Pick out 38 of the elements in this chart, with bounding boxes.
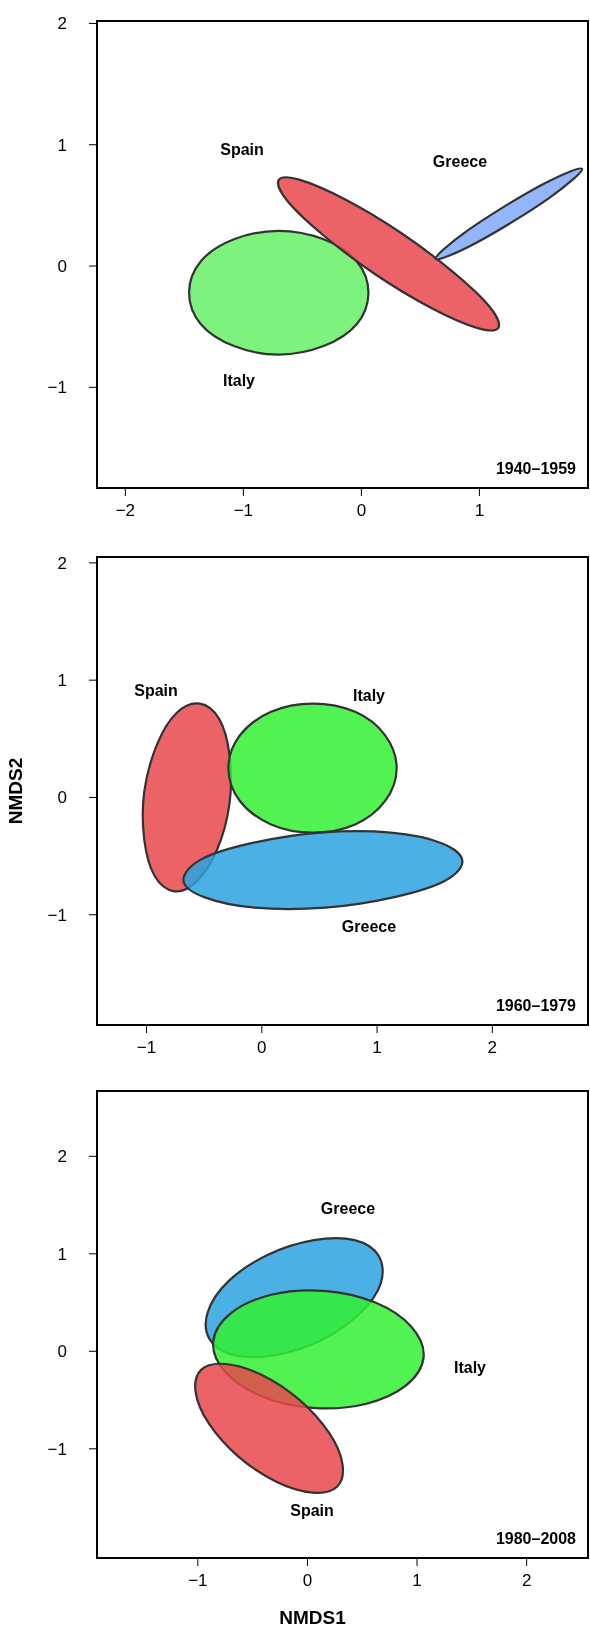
x-axis-title: NMDS1 bbox=[279, 1607, 347, 1628]
y-tick-label: 1 bbox=[57, 1244, 67, 1264]
y-tick-label: 2 bbox=[57, 14, 67, 34]
y-tick-label: 0 bbox=[57, 256, 67, 276]
x-tick-label: −2 bbox=[115, 501, 136, 520]
series-label: Italy bbox=[453, 1358, 487, 1376]
annotation: 1960–1979 bbox=[495, 997, 577, 1014]
x-tick-label: 2 bbox=[487, 1038, 498, 1057]
text: Greece bbox=[432, 152, 488, 170]
y-tick-label: −1 bbox=[47, 905, 67, 925]
series-label: Italy bbox=[352, 686, 386, 704]
series-label: Greece bbox=[320, 1199, 376, 1217]
y-tick-label: −1 bbox=[47, 1439, 67, 1459]
y-tick-label: 2 bbox=[57, 553, 67, 573]
series-label: Spain bbox=[290, 1501, 334, 1519]
x-tick-label: 1 bbox=[412, 1571, 422, 1590]
x-tick-label: −1 bbox=[188, 1571, 208, 1590]
y-tick-label: −1 bbox=[47, 378, 67, 398]
x-tick-label: 0 bbox=[356, 501, 367, 520]
y-tick-label: 1 bbox=[57, 135, 67, 155]
y-tick-label: 0 bbox=[57, 1342, 67, 1362]
series-label: Spain bbox=[134, 681, 178, 699]
y-tick-label: 2 bbox=[57, 1147, 67, 1167]
y-tick-label: 0 bbox=[57, 788, 67, 808]
annotation: 1980–2008 bbox=[495, 1530, 577, 1547]
y-tick-label: 1 bbox=[57, 671, 67, 691]
x-tick-label: 2 bbox=[521, 1571, 532, 1590]
x-tick-label: 0 bbox=[302, 1571, 313, 1590]
x-tick-label: −1 bbox=[233, 501, 254, 520]
y-axis-title: NMDS2 bbox=[5, 757, 26, 825]
annotation: 1940–1959 bbox=[495, 460, 577, 477]
series-label: Greece bbox=[341, 917, 397, 935]
x-tick-label: 1 bbox=[372, 1038, 382, 1057]
series-label: Italy bbox=[222, 371, 256, 389]
x-tick-label: 1 bbox=[474, 501, 485, 520]
series-label: Spain bbox=[220, 140, 264, 158]
x-tick-label: −1 bbox=[136, 1038, 157, 1057]
x-tick-label: 0 bbox=[257, 1038, 267, 1057]
